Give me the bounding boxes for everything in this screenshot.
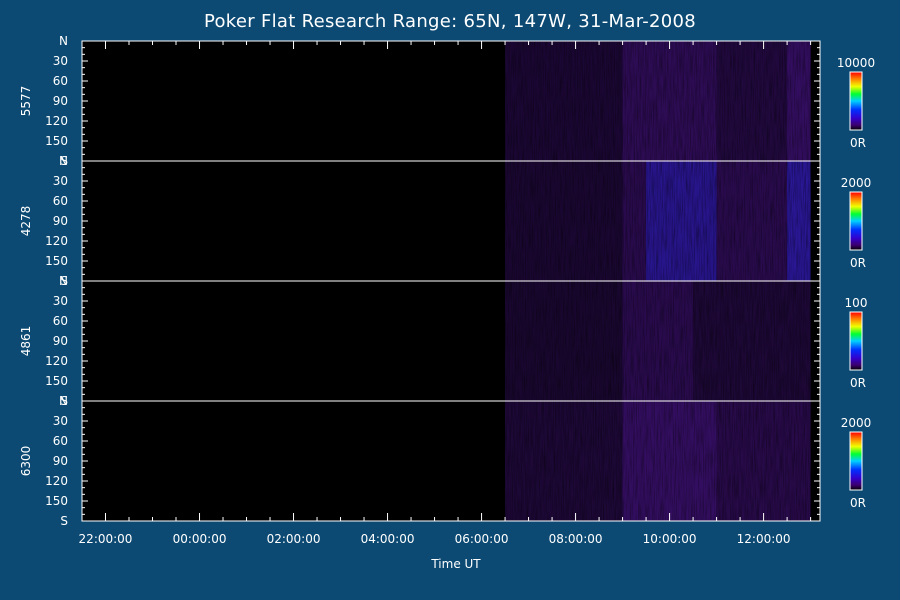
y-tick-label: N — [59, 274, 68, 288]
y-tick-label: S — [60, 514, 68, 528]
y-tick-label: 30 — [53, 54, 68, 68]
colorbar-min-label: 0R — [850, 256, 866, 270]
x-tick-label: 22:00:00 — [79, 532, 133, 546]
y-tick-label: 60 — [53, 314, 68, 328]
x-tick-label: 08:00:00 — [549, 532, 603, 546]
x-tick-label: 02:00:00 — [267, 532, 321, 546]
y-tick-label: 120 — [45, 474, 68, 488]
colorbar-max-label: 2000 — [841, 416, 872, 430]
plot-frame — [81, 40, 821, 522]
y-tick-label: 90 — [53, 454, 68, 468]
colorbar-min-label: 0R — [850, 136, 866, 150]
y-tick-label: 30 — [53, 174, 68, 188]
y-tick-label: 90 — [53, 214, 68, 228]
y-tick-label: 60 — [53, 434, 68, 448]
x-tick-label: 00:00:00 — [173, 532, 227, 546]
colorbar — [849, 191, 863, 251]
noise-overlay — [505, 41, 811, 161]
y-tick-label: 120 — [45, 234, 68, 248]
y-tick-label: 150 — [45, 134, 68, 148]
colorbar-max-label: 10000 — [837, 56, 875, 70]
y-tick-label: N — [59, 154, 68, 168]
y-tick-label: 120 — [45, 114, 68, 128]
noise-overlay — [505, 401, 811, 521]
y-tick-label: N — [59, 34, 68, 48]
panel-4861: N 30 60 90 120 150 S 4861 100 0R — [19, 274, 867, 408]
x-tick-label: 10:00:00 — [643, 532, 697, 546]
x-tick-label: 06:00:00 — [455, 532, 509, 546]
colorbar — [849, 431, 863, 491]
colorbar — [849, 311, 863, 371]
wavelength-label: 5577 — [19, 86, 33, 117]
y-tick-label: 150 — [45, 494, 68, 508]
noise-overlay — [505, 281, 811, 401]
y-tick-label: S — [60, 274, 68, 288]
wavelength-label: 6300 — [19, 446, 33, 477]
colorbar-min-label: 0R — [850, 376, 866, 390]
colorbar-max-label: 100 — [845, 296, 868, 310]
wavelength-label: 4861 — [19, 326, 33, 357]
x-axis-label: Time UT — [430, 557, 481, 571]
panel-6300: N 30 60 90 120 150 S 6300 2000 0R — [19, 394, 871, 528]
panel-4278: N 30 60 90 120 150 S 4278 2000 0R — [19, 154, 871, 288]
panel-5577: N 30 60 90 120 150 S 5577 10000 0R — [19, 34, 875, 168]
y-tick-label: 90 — [53, 94, 68, 108]
x-tick-label: 12:00:00 — [737, 532, 791, 546]
colorbar-max-label: 2000 — [841, 176, 872, 190]
y-tick-label: 60 — [53, 194, 68, 208]
y-tick-label: S — [60, 394, 68, 408]
y-tick-label: 30 — [53, 414, 68, 428]
noise-overlay — [505, 161, 811, 281]
y-tick-label: 90 — [53, 334, 68, 348]
wavelength-label: 4278 — [19, 206, 33, 237]
x-tick-label: 04:00:00 — [361, 532, 415, 546]
y-tick-label: 150 — [45, 374, 68, 388]
y-tick-label: N — [59, 394, 68, 408]
chart-title: Poker Flat Research Range: 65N, 147W, 31… — [203, 11, 697, 32]
y-tick-label: S — [60, 154, 68, 168]
colorbar-min-label: 0R — [850, 496, 866, 510]
y-tick-label: 150 — [45, 254, 68, 268]
y-tick-label: 120 — [45, 354, 68, 368]
y-tick-label: 60 — [53, 74, 68, 88]
colorbar — [849, 71, 863, 131]
y-tick-label: 30 — [53, 294, 68, 308]
